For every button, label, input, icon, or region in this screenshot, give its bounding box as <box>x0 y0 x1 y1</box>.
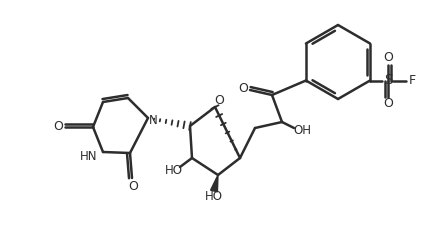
Text: O: O <box>383 51 393 64</box>
Text: F: F <box>409 74 416 87</box>
Text: O: O <box>214 94 224 106</box>
Text: HN: HN <box>80 150 98 163</box>
Text: N: N <box>149 114 158 127</box>
Polygon shape <box>210 175 218 192</box>
Text: HO: HO <box>165 164 183 177</box>
Text: O: O <box>53 120 63 133</box>
Text: O: O <box>128 179 138 192</box>
Text: S: S <box>384 73 392 87</box>
Text: OH: OH <box>293 123 311 137</box>
Text: O: O <box>383 97 393 110</box>
Text: O: O <box>238 82 248 96</box>
Text: HO: HO <box>205 190 223 202</box>
